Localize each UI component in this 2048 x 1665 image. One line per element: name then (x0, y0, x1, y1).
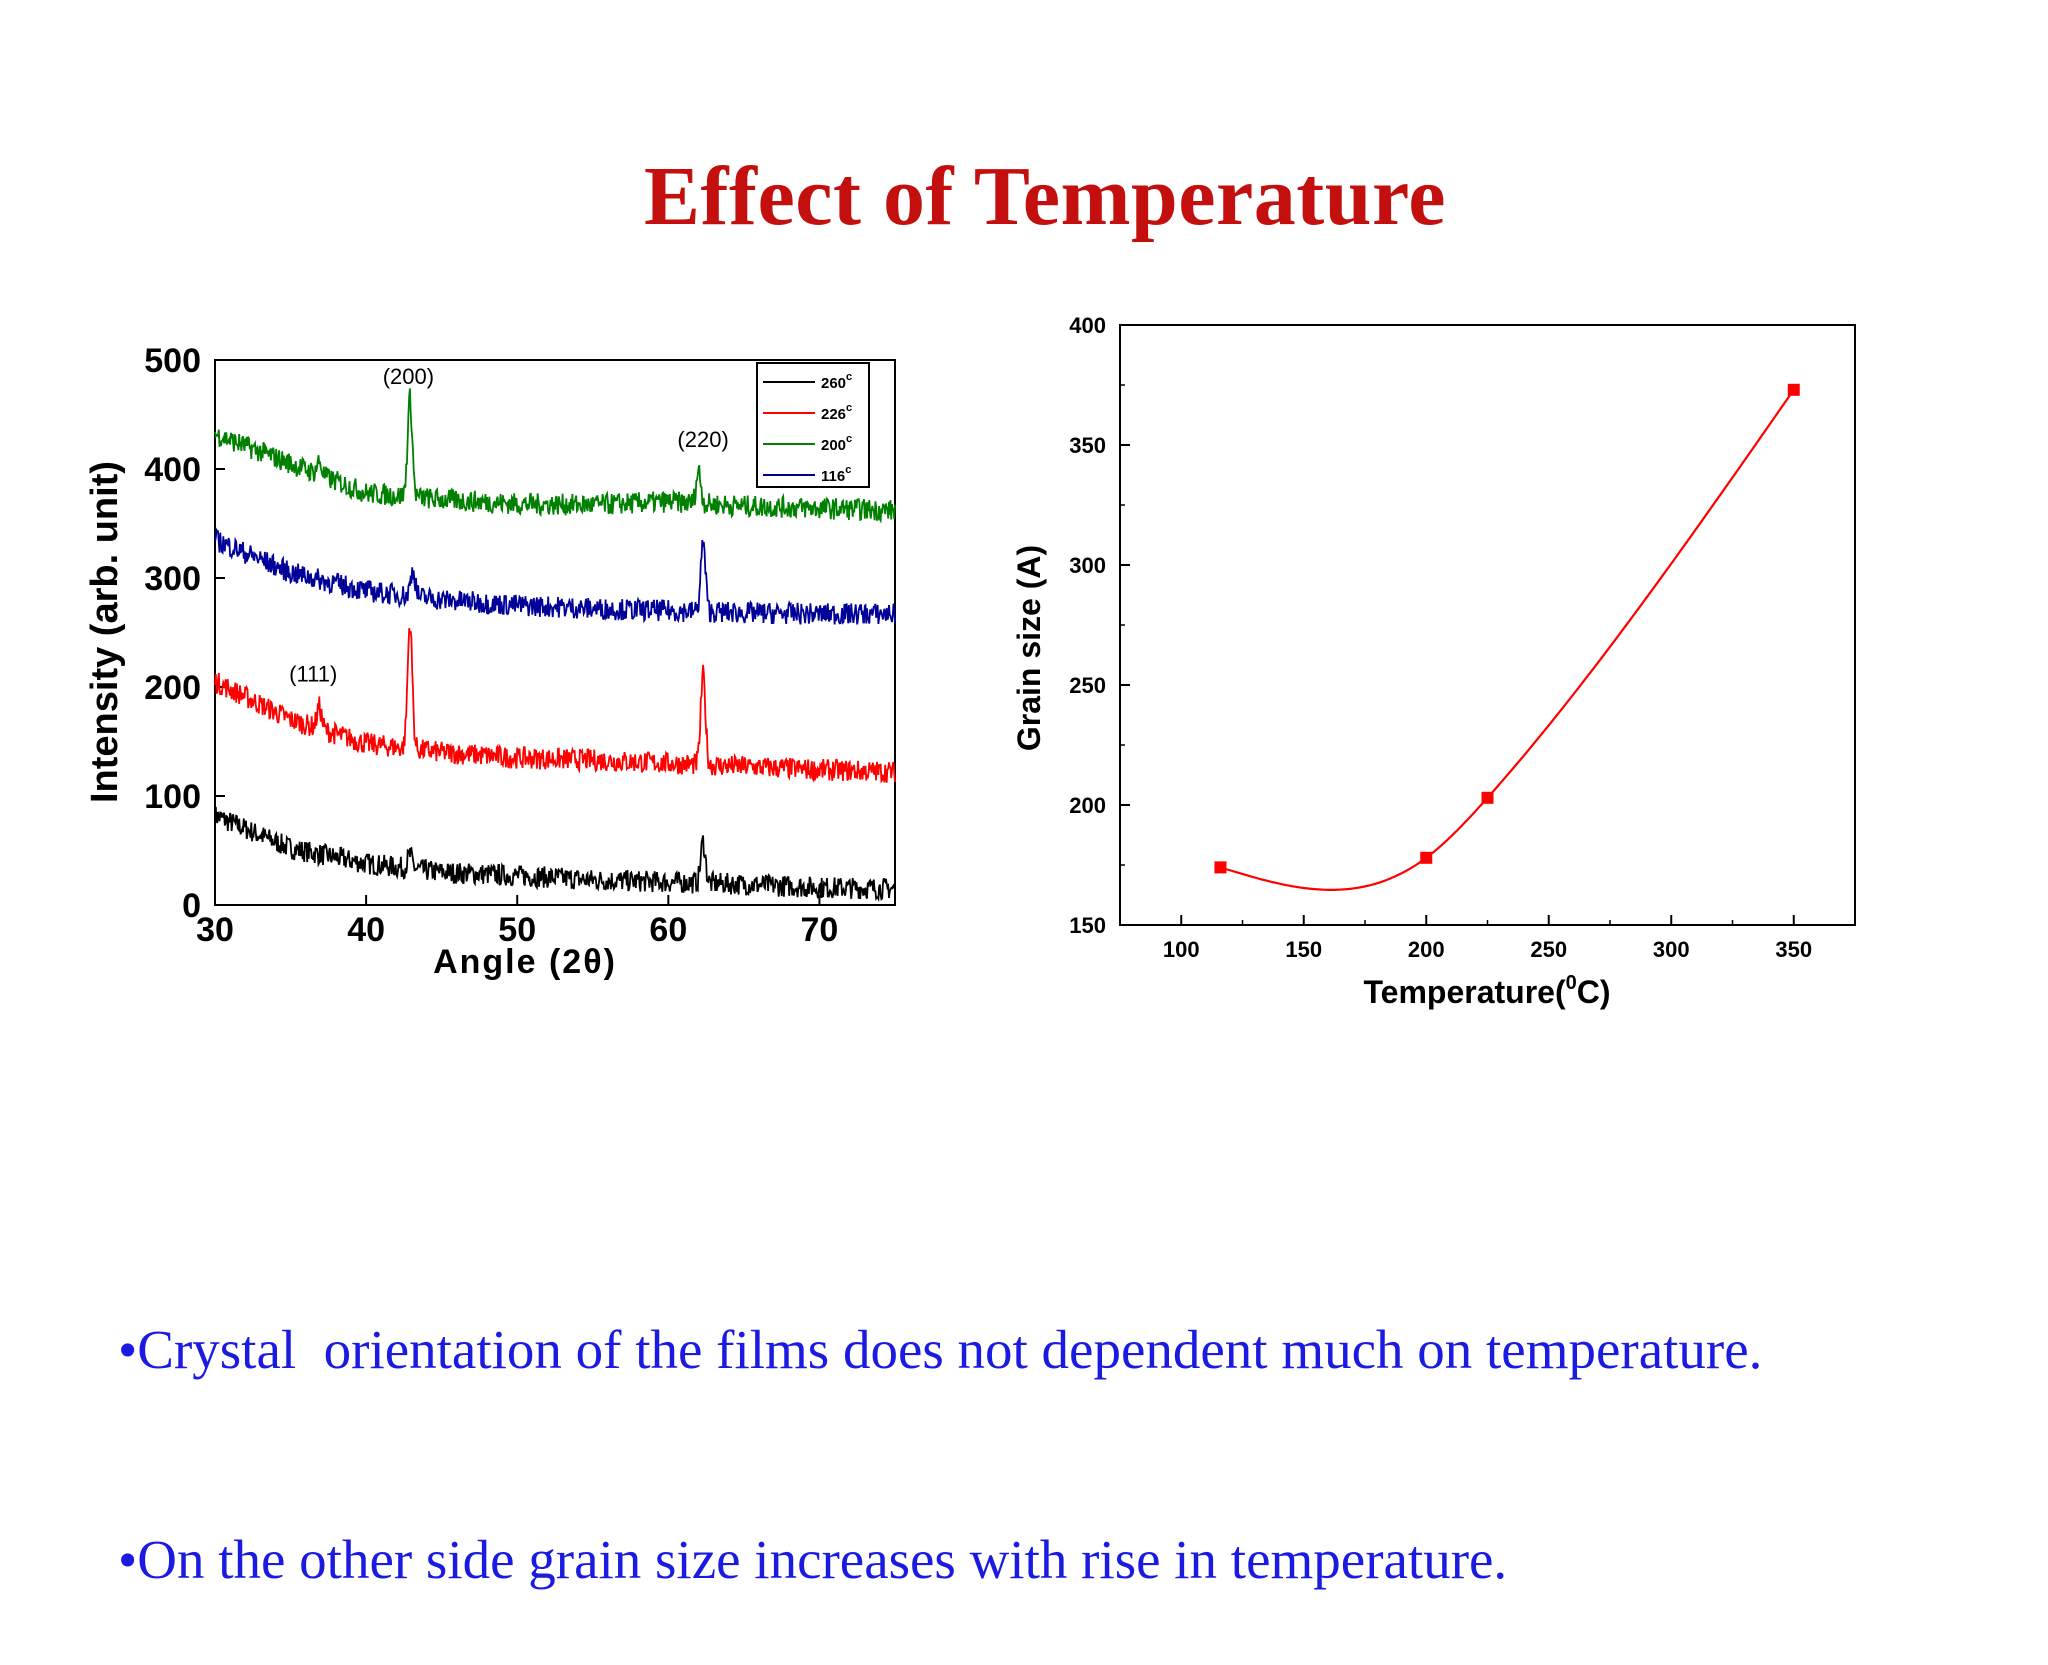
xrd-x-tick-label: 70 (801, 911, 839, 949)
xrd-y-tick-label: 200 (144, 669, 201, 707)
xrd-peak-annotation: (220) (677, 427, 728, 452)
gs-x-axis-label: Temperature(0C) (1363, 972, 1610, 1010)
gs-data-point (1787, 383, 1800, 396)
xrd-x-tick-label: 30 (196, 911, 234, 949)
xrd-series-260 (214, 806, 896, 903)
xrd-x-tick-label: 60 (649, 911, 687, 949)
gs-y-tick-label: 250 (1069, 673, 1106, 698)
xrd-x-tick-label: 40 (347, 911, 385, 949)
gs-y-tick-label: 200 (1069, 793, 1106, 818)
gs-x-tick-label: 300 (1653, 937, 1690, 962)
bullet-item: •Crystal orientation of the films does n… (118, 1319, 1763, 1380)
xrd-y-axis-label: Intensity (arb. unit) (84, 461, 126, 803)
gs-x-tick-label: 200 (1408, 937, 1445, 962)
xrd-y-tick-label: 500 (144, 342, 201, 380)
xrd-peak-annotation: (111) (289, 662, 337, 687)
gs-x-tick-label: 250 (1530, 937, 1567, 962)
gs-plot-frame (1119, 324, 1856, 926)
grain-size-chart: 100 150 200 250 300 350 150 200 250 300 350 400 Tem… (1011, 313, 1856, 1010)
bullet-list: •Crystal orientation of the films does n… (118, 1175, 1762, 1665)
gs-fit-curve (1220, 389, 1795, 891)
xrd-plot-frame (214, 359, 896, 906)
xrd-y-tick-label: 100 (144, 778, 201, 816)
gs-y-axis-label: Grain size (A) (1011, 545, 1047, 751)
gs-y-tick-label: 300 (1069, 553, 1106, 578)
xrd-y-tick-label: 0 (182, 887, 201, 925)
xrd-legend (756, 362, 870, 488)
gs-data-point (1481, 791, 1494, 804)
gs-y-tick-label: 150 (1069, 913, 1106, 938)
slide-title: Effect of Temperature (643, 150, 1447, 243)
xrd-x-tick-label: 50 (498, 911, 536, 949)
gs-x-tick-label: 350 (1775, 937, 1812, 962)
xrd-series-200 (214, 388, 896, 524)
xrd-y-tick-label: 300 (144, 560, 201, 598)
xrd-legend-label-260: 260c (821, 371, 852, 392)
xrd-y-tick-label: 400 (144, 451, 201, 489)
bullet-item: •On the other side grain size increases … (118, 1529, 1508, 1590)
xrd-x-axis-label: Angle (2θ) (433, 943, 617, 981)
xrd-peak-annotation: (200) (383, 364, 434, 389)
xrd-series-226 (214, 628, 896, 784)
xrd-legend-label-226: 226c (821, 402, 852, 423)
xrd-legend-label-200: 200c (821, 433, 852, 454)
xrd-chart: 30 40 50 60 70 0 100 200 300 400 500 (200) (220) (11… (84, 342, 896, 981)
xrd-legend-label-116: 116c (821, 464, 851, 485)
gs-data-point (1420, 851, 1433, 864)
gs-data-point (1214, 861, 1227, 874)
gs-x-tick-label: 150 (1285, 937, 1322, 962)
gs-x-tick-label: 100 (1163, 937, 1200, 962)
xrd-series-116 (214, 527, 896, 625)
gs-y-tick-label: 400 (1069, 313, 1106, 338)
gs-y-tick-label: 350 (1069, 433, 1106, 458)
